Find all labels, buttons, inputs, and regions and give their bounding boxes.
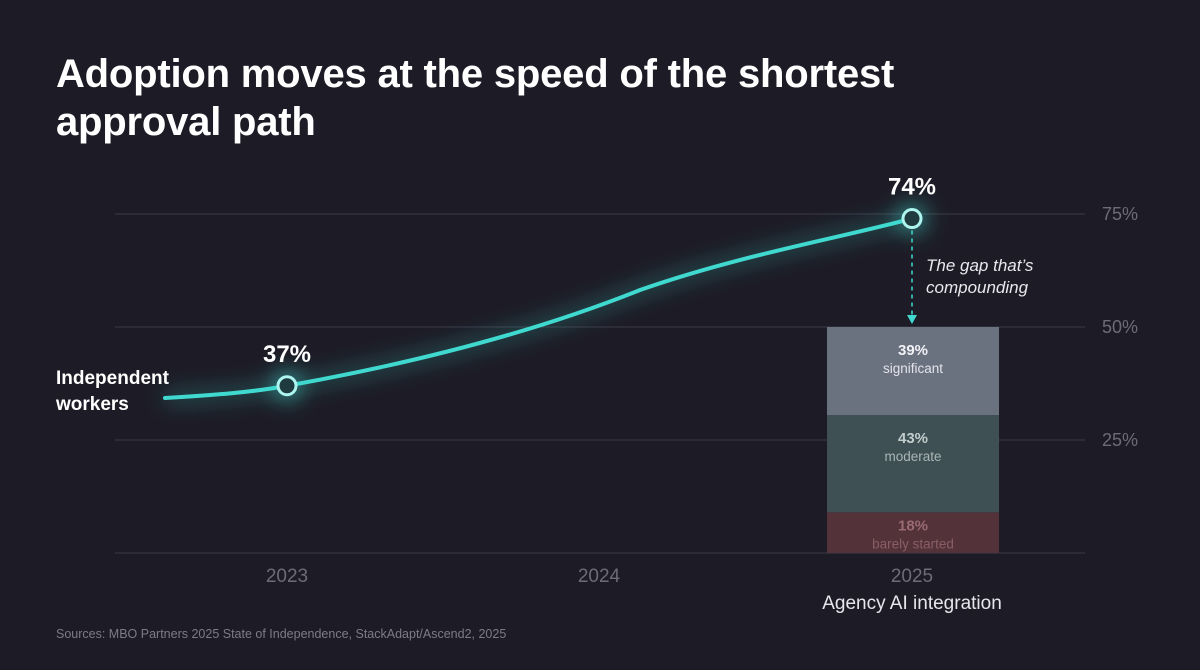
bar-value-label: 43%: [898, 430, 928, 447]
bar-segment-barely-started: [827, 512, 999, 553]
bar-category-label: Agency AI integration: [822, 593, 1002, 614]
annotation-text: compounding: [926, 278, 1029, 297]
bar-value-label: 39%: [898, 342, 928, 359]
gap-arrow-head: [907, 315, 917, 324]
point-label: 37%: [263, 341, 311, 368]
bar-segment-label: moderate: [884, 449, 941, 464]
annotation-text: The gap that’s: [926, 256, 1034, 275]
y-tick-label: 50%: [1102, 317, 1138, 337]
bar-value-label: 18%: [898, 517, 928, 534]
bar-segment-label: significant: [883, 361, 943, 376]
data-point: [276, 375, 298, 397]
bar-segment-label: barely started: [872, 536, 954, 551]
series-name-label: workers: [55, 394, 129, 415]
source-note: Sources: MBO Partners 2025 State of Inde…: [56, 627, 507, 641]
y-tick-label: 25%: [1102, 430, 1138, 450]
x-tick-label: 2024: [578, 566, 621, 587]
chart-title: Adoption moves at the speed of the short…: [56, 52, 895, 144]
series-line: [163, 216, 914, 400]
point-label: 74%: [888, 174, 936, 201]
x-tick-label: 2023: [266, 566, 308, 587]
x-tick-label: 2025: [891, 566, 933, 587]
series-name-label: Independent: [56, 368, 170, 389]
data-point: [901, 208, 923, 230]
y-tick-label: 75%: [1102, 204, 1138, 224]
bar-segment-significant: [827, 327, 999, 416]
bar-segment-moderate: [827, 415, 999, 513]
